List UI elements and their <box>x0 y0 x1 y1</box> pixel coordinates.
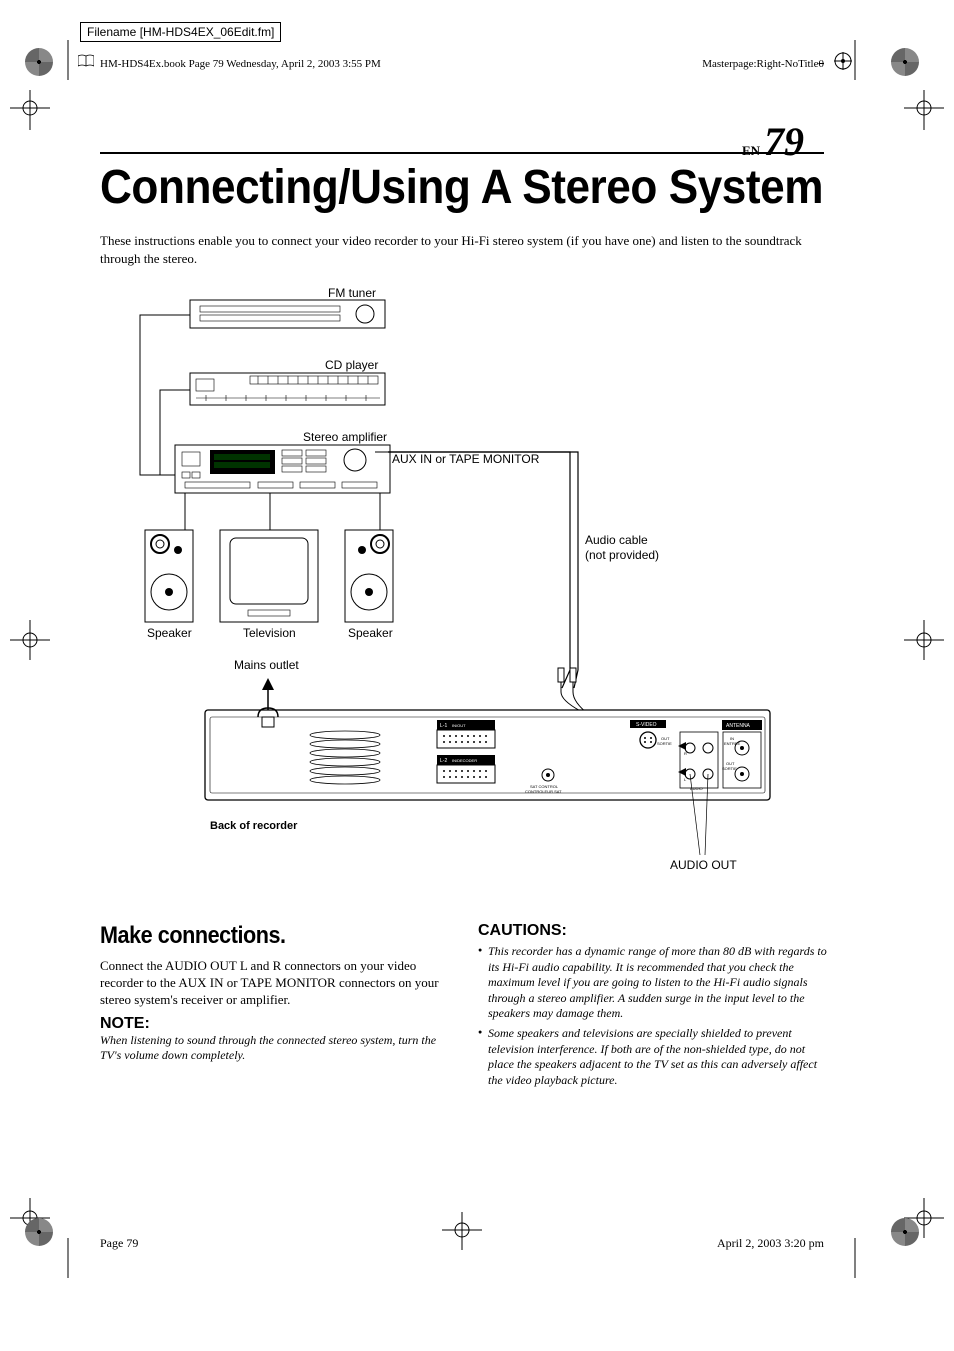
svg-text:SORTIE: SORTIE <box>657 741 672 746</box>
label-back-of-recorder: Back of recorder <box>210 820 297 832</box>
crosshair-icon <box>834 52 852 70</box>
label-fm-tuner: FM tuner <box>328 286 376 300</box>
svg-text:IN/DECODER: IN/DECODER <box>452 758 477 763</box>
caution-item: Some speakers and televisions are specia… <box>478 1026 833 1088</box>
svg-text:IN/OUT: IN/OUT <box>452 723 466 728</box>
label-audio-cable-1: Audio cable <box>585 533 648 547</box>
masterpage-text: Masterpage:Right-NoTitle <box>702 58 818 70</box>
lang-code: EN <box>742 143 760 158</box>
svg-text:R: R <box>684 751 687 756</box>
label-audio-out: AUDIO OUT <box>670 858 737 872</box>
svg-text:SORTIE: SORTIE <box>722 766 737 771</box>
masterpage-label: Masterpage:Right-NoTitle0 <box>702 58 824 70</box>
label-speaker-r: Speaker <box>348 626 393 640</box>
label-tv: Television <box>243 626 296 640</box>
left-column: Make connections. Connect the AUDIO OUT … <box>100 922 450 1070</box>
intro-paragraph: These instructions enable you to connect… <box>100 232 824 267</box>
registration-target-icon <box>891 1218 919 1246</box>
make-connections-body: Connect the AUDIO OUT L and R connectors… <box>100 958 450 1009</box>
label-mains: Mains outlet <box>234 658 299 672</box>
label-aux-in: AUX IN or TAPE MONITOR <box>392 452 539 466</box>
label-speaker-l: Speaker <box>147 626 192 640</box>
label-stereo-amp: Stereo amplifier <box>303 430 387 444</box>
make-connections-heading: Make connections. <box>100 922 415 950</box>
cautions-list: This recorder has a dynamic range of mor… <box>478 944 833 1088</box>
svg-text:ENTREE: ENTREE <box>724 741 741 746</box>
footer-date: April 2, 2003 3:20 pm <box>717 1236 824 1251</box>
note-body: When listening to sound through the conn… <box>100 1033 450 1064</box>
label-audio-cable-2: (not provided) <box>585 548 659 562</box>
svg-text:L-1: L-1 <box>440 723 447 729</box>
page-title: Connecting/Using A Stereo System <box>100 160 823 215</box>
page-number-header: EN 79 <box>742 118 804 165</box>
svg-text:CONTROLEUR SAT: CONTROLEUR SAT <box>525 789 562 794</box>
diagram-svg: L-1 IN/OUT L-2 IN/DECODER SAT CONTROL CO… <box>130 280 780 890</box>
book-icon <box>78 54 94 68</box>
right-column: CAUTIONS: This recorder has a dynamic ra… <box>478 922 833 1092</box>
svg-text:S-VIDEO: S-VIDEO <box>636 722 657 728</box>
footer-page: Page 79 <box>100 1236 138 1251</box>
registration-target-icon <box>891 48 919 76</box>
label-cd-player: CD player <box>325 358 378 372</box>
filename-box: Filename [HM-HDS4EX_06Edit.fm] <box>80 22 281 42</box>
page-number: 79 <box>764 119 804 164</box>
registration-target-icon <box>25 1218 53 1246</box>
svg-text:AUDIO: AUDIO <box>690 786 703 791</box>
book-meta-line: HM-HDS4Ex.book Page 79 Wednesday, April … <box>100 58 381 70</box>
masterpage-strike: 0 <box>819 58 825 70</box>
connection-diagram: L-1 IN/OUT L-2 IN/DECODER SAT CONTROL CO… <box>130 280 780 890</box>
cautions-heading: CAUTIONS: <box>478 922 833 940</box>
horizontal-rule <box>100 152 824 154</box>
svg-text:ANTENNA: ANTENNA <box>726 723 751 729</box>
caution-item: This recorder has a dynamic range of mor… <box>478 944 833 1022</box>
svg-text:L-2: L-2 <box>440 758 447 764</box>
registration-target-icon <box>25 48 53 76</box>
note-heading: NOTE: <box>100 1015 450 1033</box>
